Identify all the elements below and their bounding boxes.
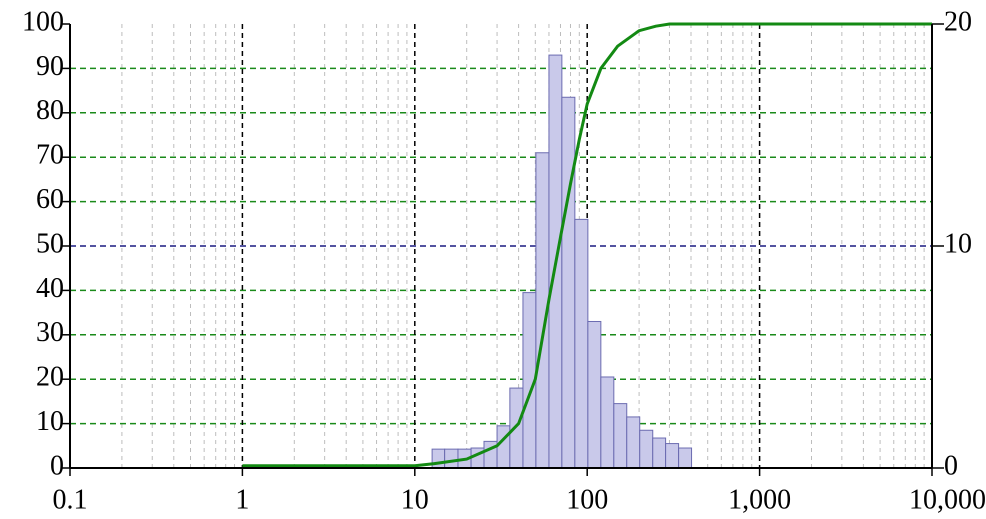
bar [587,320,602,469]
y-tick-label: 70 [36,140,64,171]
x-tick-label: 1,000 [728,484,791,515]
bar [431,448,446,469]
bar [574,218,589,469]
y-tick-label: 60 [36,184,64,215]
y2-tick-label: 10 [944,228,972,259]
y-tick-label: 30 [36,317,64,348]
x-tick-label: 10,000 [909,484,986,515]
y-tick-label: 50 [36,228,64,259]
y-tick-label: 10 [36,406,64,437]
y-tick-label: 90 [36,51,64,82]
cumulative-line [242,22,932,468]
y-tick-label: 100 [22,6,64,37]
bar [626,416,641,469]
bar [509,387,524,469]
y-tick-label: 40 [36,273,64,304]
bar [600,376,615,469]
bar [665,443,680,469]
bar [496,425,511,469]
y-tick-label: 20 [36,362,64,393]
x-tick-label: 0.1 [53,484,88,515]
bar [639,429,654,469]
bar [613,403,628,469]
bar [652,437,667,469]
bar [678,447,693,469]
x-tick-label: 10 [401,484,429,515]
y-tick-label: 0 [50,450,64,481]
x-tick-label: 100 [566,484,608,515]
x-tick-label: 1 [235,484,249,515]
y-tick-label: 80 [36,95,64,126]
y2-tick-label: 0 [944,450,958,481]
bar [561,96,576,469]
bar [444,448,459,469]
y2-tick-label: 20 [944,6,972,37]
